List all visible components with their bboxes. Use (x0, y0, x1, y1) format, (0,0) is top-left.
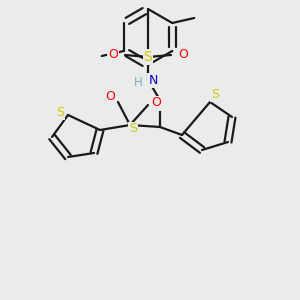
Text: O: O (151, 97, 161, 110)
Text: H: H (134, 76, 142, 88)
Text: S: S (211, 88, 219, 100)
Text: N: N (148, 74, 158, 86)
Text: S: S (129, 122, 137, 136)
Text: O: O (108, 49, 118, 62)
Text: O: O (105, 91, 115, 103)
Text: S: S (56, 106, 64, 118)
Text: O: O (178, 49, 188, 62)
Text: S: S (144, 50, 152, 64)
